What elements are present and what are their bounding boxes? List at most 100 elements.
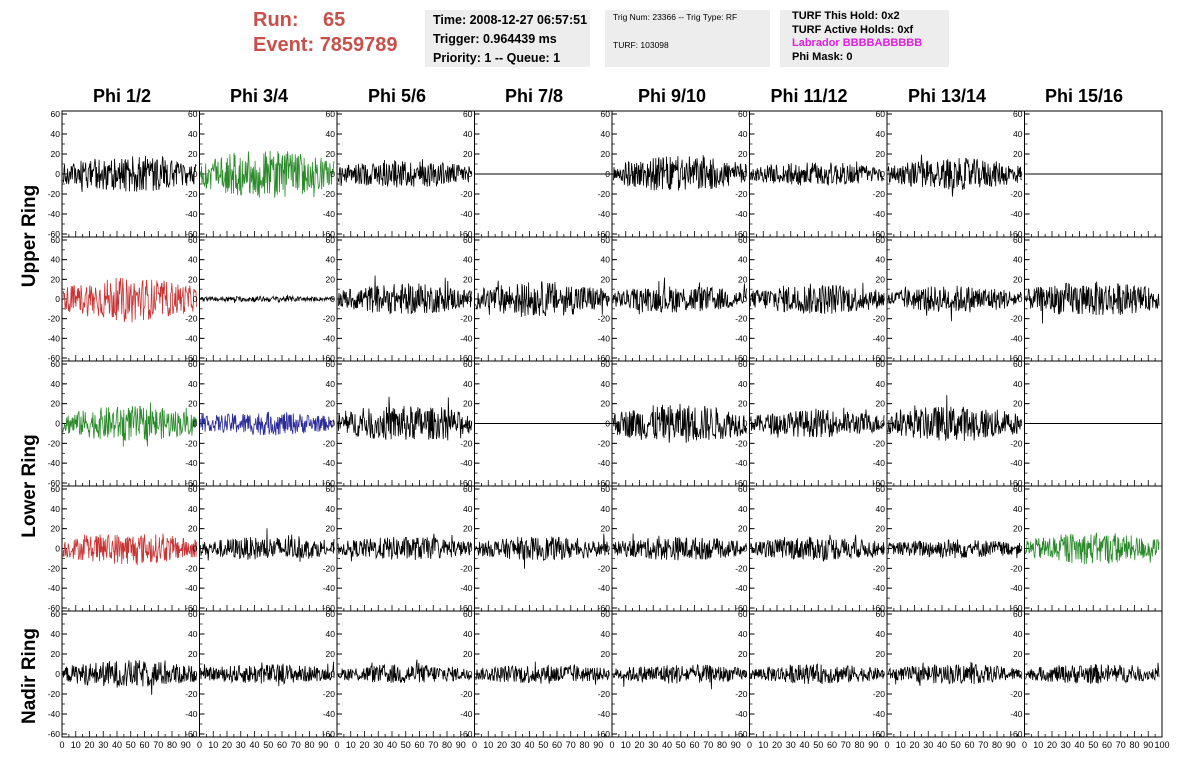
waveform-trace <box>200 528 335 562</box>
y-tick-label: 0 <box>605 294 610 304</box>
y-tick-label: -60 <box>48 478 61 488</box>
y-tick-label: 20 <box>51 399 61 409</box>
y-tick-label: 60 <box>463 359 473 369</box>
y-tick-label: 40 <box>463 255 473 265</box>
y-tick-label: 20 <box>51 524 61 534</box>
y-tick-label: 40 <box>326 504 336 514</box>
y-tick-label: -40 <box>873 458 886 468</box>
panel-frame <box>611 236 750 362</box>
y-tick-label: 20 <box>326 524 336 534</box>
y-tick-label: -60 <box>460 478 473 488</box>
y-tick-label: -60 <box>598 353 611 363</box>
y-tick-label: 40 <box>1013 504 1023 514</box>
waveform-trace <box>750 161 885 186</box>
y-tick-label: -40 <box>1010 458 1023 468</box>
waveform-trace <box>200 661 335 687</box>
x-tick-label: 10 <box>208 740 218 750</box>
y-tick-label: 0 <box>880 294 885 304</box>
waveform-trace <box>337 275 472 315</box>
y-tick-label: -40 <box>873 583 886 593</box>
y-tick-label: -20 <box>185 563 198 573</box>
y-tick-label: -20 <box>598 189 611 199</box>
x-tick-label: 50 <box>1088 740 1098 750</box>
x-tick-label: 20 <box>497 740 507 750</box>
y-tick-label: 40 <box>1013 379 1023 389</box>
waveform-trace <box>62 660 197 695</box>
y-tick-label: 0 <box>330 544 335 554</box>
y-tick-label: 40 <box>326 379 336 389</box>
y-tick-label: -60 <box>1010 353 1023 363</box>
y-tick-label: 0 <box>468 669 473 679</box>
y-tick-label: 20 <box>326 649 336 659</box>
x-tick-label: 30 <box>236 740 246 750</box>
y-tick-label: -60 <box>323 603 336 613</box>
y-tick-label: -60 <box>598 478 611 488</box>
y-tick-label: 0 <box>193 544 198 554</box>
waveform-trace <box>200 150 335 198</box>
panel-frame <box>474 485 613 612</box>
y-tick-label: 0 <box>605 544 610 554</box>
x-tick-label: 90 <box>868 740 878 750</box>
y-tick-label: 60 <box>1013 484 1023 494</box>
y-tick-label: 20 <box>51 649 61 659</box>
y-tick-label: -60 <box>735 478 748 488</box>
y-tick-label: 0 <box>1018 419 1023 429</box>
y-tick-label: 0 <box>55 544 60 554</box>
y-tick-label: 0 <box>193 419 198 429</box>
y-tick-label: 0 <box>468 544 473 554</box>
x-tick-label: 30 <box>786 740 796 750</box>
y-tick-label: -20 <box>48 689 61 699</box>
y-tick-label: 40 <box>51 379 61 389</box>
y-tick-label: -20 <box>1010 189 1023 199</box>
y-tick-label: 0 <box>468 169 473 179</box>
y-tick-label: 0 <box>330 669 335 679</box>
y-tick-label: 0 <box>1018 169 1023 179</box>
y-tick-label: -40 <box>48 583 61 593</box>
y-tick-label: -60 <box>1010 478 1023 488</box>
x-tick-label: 40 <box>662 740 672 750</box>
y-tick-label: 20 <box>463 524 473 534</box>
y-tick-label: 40 <box>876 379 886 389</box>
x-tick-label: 50 <box>401 740 411 750</box>
y-tick-label: 0 <box>55 169 60 179</box>
y-tick-label: 60 <box>463 109 473 119</box>
y-tick-label: 0 <box>605 419 610 429</box>
phi-label-6: Phi 11/12 <box>770 86 848 106</box>
y-tick-label: 0 <box>743 669 748 679</box>
y-tick-label: -40 <box>873 333 886 343</box>
waveform-trace <box>750 407 885 438</box>
y-tick-label: 60 <box>326 359 336 369</box>
y-tick-label: 60 <box>326 109 336 119</box>
x-tick-label: 70 <box>566 740 576 750</box>
y-tick-label: 60 <box>51 609 61 619</box>
y-tick-label: -60 <box>873 229 886 239</box>
y-tick-label: 0 <box>743 294 748 304</box>
y-tick-label: -20 <box>185 689 198 699</box>
x-tick-label: 50 <box>538 740 548 750</box>
y-tick-label: -40 <box>323 583 336 593</box>
y-tick-label: 40 <box>188 379 198 389</box>
y-tick-label: 40 <box>1013 255 1023 265</box>
y-tick-label: 40 <box>1013 129 1023 139</box>
y-tick-label: 60 <box>463 235 473 245</box>
y-tick-label: -20 <box>873 689 886 699</box>
x-tick-label: 40 <box>524 740 534 750</box>
y-tick-label: 20 <box>1013 649 1023 659</box>
y-tick-label: -20 <box>735 563 748 573</box>
x-tick-label: 80 <box>167 740 177 750</box>
y-tick-label: -20 <box>873 563 886 573</box>
y-tick-label: -40 <box>873 209 886 219</box>
y-tick-label: 20 <box>51 149 61 159</box>
y-tick-label: -60 <box>460 353 473 363</box>
y-tick-label: 40 <box>876 255 886 265</box>
waveform-trace <box>887 395 1022 442</box>
x-tick-label: 20 <box>772 740 782 750</box>
x-tick-label: 0 <box>747 740 752 750</box>
y-tick-label: -60 <box>598 229 611 239</box>
x-tick-label: 40 <box>112 740 122 750</box>
y-tick-label: 60 <box>1013 609 1023 619</box>
x-tick-label: 70 <box>841 740 851 750</box>
y-tick-label: 60 <box>1013 235 1023 245</box>
y-tick-label: -20 <box>735 314 748 324</box>
y-tick-label: -60 <box>735 229 748 239</box>
